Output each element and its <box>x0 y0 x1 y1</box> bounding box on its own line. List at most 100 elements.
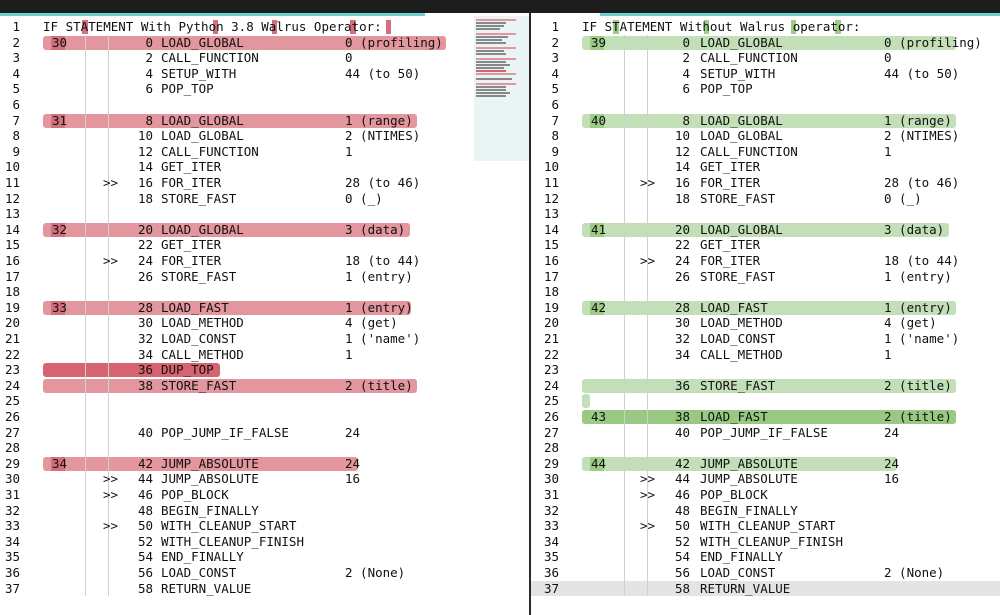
indent-guide <box>85 112 86 129</box>
code-line[interactable]: 22 34 CALL_METHOD 1 <box>0 346 529 363</box>
code-line[interactable]: 4 4 SETUP_WITH 44 (to 50) <box>531 65 1000 82</box>
opcode: LOAD_GLOBAL <box>161 34 244 50</box>
code-line[interactable]: 26 43 38 LOAD_FAST 2 (title) <box>531 409 1000 425</box>
code-line[interactable]: 2 30 0 LOAD_GLOBAL 0 (profiling) <box>0 34 529 51</box>
code-line[interactable]: 15 22 GET_ITER <box>0 237 529 253</box>
code-line[interactable]: 7 40 8 LOAD_GLOBAL 1 (range) <box>531 112 1000 129</box>
code-line[interactable]: 35 54 END_FINALLY <box>0 549 529 565</box>
right-scroll-indicator <box>600 13 1000 16</box>
code-line[interactable]: 34 52 WITH_CLEANUP_FINISH <box>531 533 1000 550</box>
code-line[interactable]: 19 33 28 LOAD_FAST 1 (entry) <box>0 299 529 316</box>
code-line[interactable]: 12 18 STORE_FAST 0 (_) <box>531 190 1000 207</box>
code-line[interactable]: 33 >> 50 WITH_CLEANUP_START <box>0 518 529 534</box>
opcode-argument: 2 (NTIMES) <box>345 128 421 144</box>
code-line[interactable]: 8 10 LOAD_GLOBAL 2 (NTIMES) <box>0 128 529 144</box>
code-line[interactable]: 21 32 LOAD_CONST 1 ('name') <box>0 331 529 347</box>
code-line[interactable]: 28 <box>531 440 1000 456</box>
code-line[interactable]: 37 58 RETURN_VALUE <box>0 580 529 597</box>
code-line[interactable]: 13 <box>531 206 1000 222</box>
code-line[interactable]: 11 >> 16 FOR_ITER 28 (to 46) <box>0 175 529 191</box>
code-line[interactable]: 34 52 WITH_CLEANUP_FINISH <box>0 533 529 550</box>
line-number: 14 <box>543 221 559 237</box>
indent-guide <box>85 440 86 456</box>
code-line[interactable]: 13 <box>0 206 529 222</box>
code-line[interactable]: 32 48 BEGIN_FINALLY <box>0 502 529 519</box>
code-line[interactable]: 36 56 LOAD_CONST 2 (None) <box>0 565 529 581</box>
code-minimap[interactable] <box>474 16 530 161</box>
code-line[interactable]: 37 58 RETURN_VALUE <box>531 580 1000 597</box>
code-line[interactable]: 6 <box>0 97 529 113</box>
code-line[interactable]: 10 14 GET_ITER <box>0 159 529 175</box>
right-diff-pane[interactable]: 1 IF STATEMENT Without Walrus operator: 2 3… <box>531 16 1000 615</box>
code-line[interactable]: 5 6 POP_TOP <box>531 81 1000 97</box>
code-line[interactable]: 33 >> 50 WITH_CLEANUP_START <box>531 518 1000 534</box>
code-line[interactable]: 31 >> 46 POP_BLOCK <box>531 487 1000 503</box>
code-line[interactable]: 35 54 END_FINALLY <box>531 549 1000 565</box>
code-line[interactable]: 25 <box>0 393 529 409</box>
indent-guide <box>85 299 86 316</box>
code-line[interactable]: 29 34 42 JUMP_ABSOLUTE 24 <box>0 455 529 472</box>
code-line[interactable]: 24 38 STORE_FAST 2 (title) <box>0 377 529 394</box>
code-line[interactable]: 5 6 POP_TOP <box>0 81 529 97</box>
code-line[interactable]: 1 IF STATEMENT Without Walrus operator: <box>531 19 1000 35</box>
code-line[interactable]: 27 40 POP_JUMP_IF_FALSE 24 <box>531 424 1000 441</box>
line-number: 7 <box>12 112 20 128</box>
code-line[interactable]: 30 >> 44 JUMP_ABSOLUTE 16 <box>0 471 529 487</box>
opcode: JUMP_ABSOLUTE <box>161 471 259 487</box>
code-line[interactable]: 17 26 STORE_FAST 1 (entry) <box>0 268 529 285</box>
code-line[interactable]: 29 44 42 JUMP_ABSOLUTE 24 <box>531 455 1000 472</box>
code-line[interactable]: 16 >> 24 FOR_ITER 18 (to 44) <box>531 253 1000 269</box>
code-line[interactable]: 24 36 STORE_FAST 2 (title) <box>531 377 1000 394</box>
bytecode-offset: 52 <box>137 533 153 549</box>
code-line[interactable]: 20 30 LOAD_METHOD 4 (get) <box>0 315 529 331</box>
code-line[interactable]: 8 10 LOAD_GLOBAL 2 (NTIMES) <box>531 128 1000 144</box>
code-line[interactable]: 21 32 LOAD_CONST 1 ('name') <box>531 331 1000 347</box>
code-line[interactable]: 6 <box>531 97 1000 113</box>
code-line[interactable]: 2 39 0 LOAD_GLOBAL 0 (profiling) <box>531 34 1000 51</box>
left-diff-pane[interactable]: 1 IF STATEMENT With Python 3.8 Walrus Ope… <box>0 16 529 615</box>
opcode-argument: 44 (to 50) <box>345 65 421 81</box>
code-line[interactable]: 28 <box>0 440 529 456</box>
opcode: WITH_CLEANUP_START <box>700 518 836 534</box>
code-line[interactable]: 16 >> 24 FOR_ITER 18 (to 44) <box>0 253 529 269</box>
code-line[interactable]: 23 36 DUP_TOP <box>0 362 529 378</box>
code-line[interactable]: 12 18 STORE_FAST 0 (_) <box>0 190 529 207</box>
opcode: JUMP_ABSOLUTE <box>700 471 798 487</box>
code-line[interactable]: 1 IF STATEMENT With Python 3.8 Walrus Ope… <box>0 19 529 35</box>
bytecode-offset: 8 <box>682 112 690 128</box>
code-line[interactable]: 14 32 20 LOAD_GLOBAL 3 (data) <box>0 221 529 238</box>
bytecode-offset: 2 <box>145 50 153 66</box>
code-line[interactable]: 3 2 CALL_FUNCTION 0 <box>531 50 1000 66</box>
code-line[interactable]: 30 >> 44 JUMP_ABSOLUTE 16 <box>531 471 1000 487</box>
pane-splitter[interactable] <box>529 13 531 615</box>
code-line[interactable]: 32 48 BEGIN_FINALLY <box>531 502 1000 519</box>
code-line[interactable]: 20 30 LOAD_METHOD 4 (get) <box>531 315 1000 331</box>
code-line[interactable]: 9 12 CALL_FUNCTION 1 <box>0 143 529 160</box>
code-line[interactable]: 18 <box>531 284 1000 300</box>
code-line[interactable]: 25 <box>531 393 1000 409</box>
code-line[interactable]: 31 >> 46 POP_BLOCK <box>0 487 529 503</box>
code-line[interactable]: 26 <box>0 409 529 425</box>
minimap-line <box>476 95 506 97</box>
opcode: LOAD_FAST <box>700 409 768 424</box>
code-line[interactable]: 14 41 20 LOAD_GLOBAL 3 (data) <box>531 221 1000 238</box>
code-line[interactable]: 7 31 8 LOAD_GLOBAL 1 (range) <box>0 112 529 129</box>
indent-guide <box>108 284 109 300</box>
indent-guide <box>647 315 648 331</box>
code-line[interactable]: 3 2 CALL_FUNCTION 0 <box>0 50 529 66</box>
code-line[interactable]: 11 >> 16 FOR_ITER 28 (to 46) <box>531 175 1000 191</box>
code-line[interactable]: 17 26 STORE_FAST 1 (entry) <box>531 268 1000 285</box>
code-line[interactable]: 27 40 POP_JUMP_IF_FALSE 24 <box>0 424 529 441</box>
indent-guide <box>85 65 86 82</box>
indent-guide <box>108 128 109 144</box>
code-line[interactable]: 18 <box>0 284 529 300</box>
code-line[interactable]: 15 22 GET_ITER <box>531 237 1000 253</box>
code-line[interactable]: 23 <box>531 362 1000 378</box>
code-line[interactable]: 4 4 SETUP_WITH 44 (to 50) <box>0 65 529 82</box>
code-line[interactable]: 10 14 GET_ITER <box>531 159 1000 175</box>
opcode: STORE_FAST <box>161 268 237 284</box>
code-line[interactable]: 19 42 28 LOAD_FAST 1 (entry) <box>531 299 1000 316</box>
code-line[interactable]: 22 34 CALL_METHOD 1 <box>531 346 1000 363</box>
code-line[interactable]: 36 56 LOAD_CONST 2 (None) <box>531 565 1000 581</box>
code-line[interactable]: 9 12 CALL_FUNCTION 1 <box>531 143 1000 160</box>
